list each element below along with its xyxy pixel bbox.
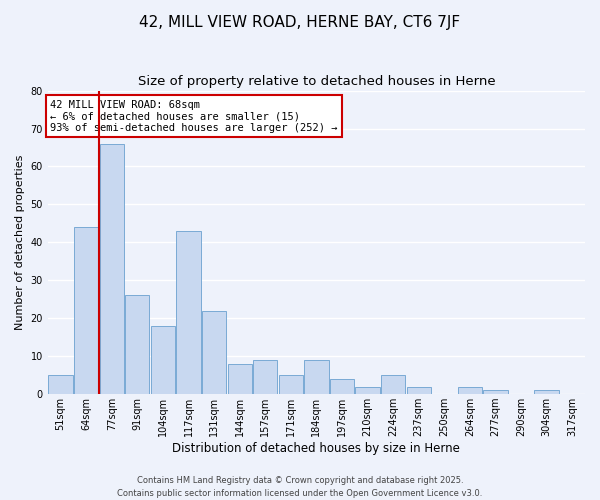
Bar <box>227 364 252 394</box>
Bar <box>151 326 175 394</box>
Bar <box>100 144 124 394</box>
Y-axis label: Number of detached properties: Number of detached properties <box>15 154 25 330</box>
Bar <box>176 231 200 394</box>
Bar <box>535 390 559 394</box>
Bar <box>304 360 329 394</box>
Bar <box>330 379 354 394</box>
Title: Size of property relative to detached houses in Herne: Size of property relative to detached ho… <box>137 75 495 88</box>
Bar <box>458 386 482 394</box>
Bar <box>253 360 277 394</box>
Bar <box>125 296 149 394</box>
Bar <box>484 390 508 394</box>
Bar <box>74 227 98 394</box>
Text: 42, MILL VIEW ROAD, HERNE BAY, CT6 7JF: 42, MILL VIEW ROAD, HERNE BAY, CT6 7JF <box>139 15 461 30</box>
X-axis label: Distribution of detached houses by size in Herne: Distribution of detached houses by size … <box>172 442 460 455</box>
Bar <box>49 375 73 394</box>
Text: 42 MILL VIEW ROAD: 68sqm
← 6% of detached houses are smaller (15)
93% of semi-de: 42 MILL VIEW ROAD: 68sqm ← 6% of detache… <box>50 100 338 133</box>
Bar <box>355 386 380 394</box>
Bar <box>278 375 303 394</box>
Bar <box>381 375 405 394</box>
Bar <box>202 310 226 394</box>
Text: Contains HM Land Registry data © Crown copyright and database right 2025.
Contai: Contains HM Land Registry data © Crown c… <box>118 476 482 498</box>
Bar <box>407 386 431 394</box>
